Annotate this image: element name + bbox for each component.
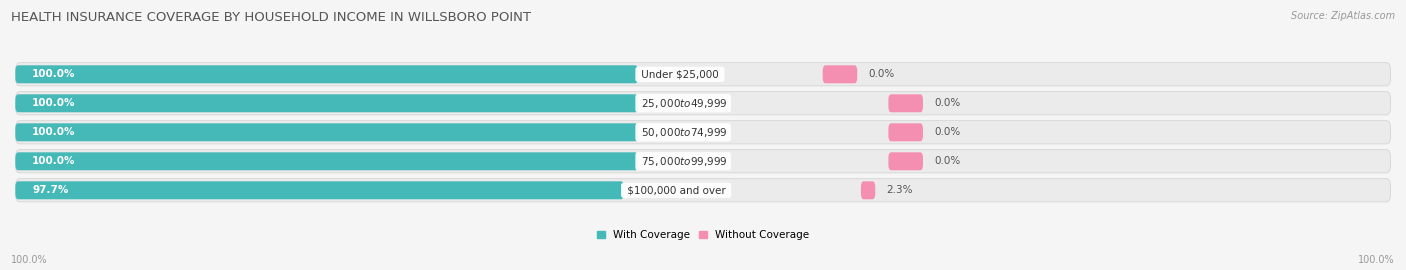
Text: 0.0%: 0.0%	[869, 69, 894, 79]
Text: 100.0%: 100.0%	[32, 156, 76, 166]
Text: $50,000 to $74,999: $50,000 to $74,999	[638, 126, 728, 139]
Text: 97.7%: 97.7%	[32, 185, 69, 195]
FancyBboxPatch shape	[15, 123, 638, 141]
Text: 100.0%: 100.0%	[1358, 255, 1395, 265]
FancyBboxPatch shape	[15, 181, 624, 199]
Text: 100.0%: 100.0%	[32, 69, 76, 79]
Text: 0.0%: 0.0%	[934, 156, 960, 166]
FancyBboxPatch shape	[15, 179, 1391, 202]
FancyBboxPatch shape	[889, 152, 922, 170]
FancyBboxPatch shape	[889, 94, 922, 112]
Text: 100.0%: 100.0%	[11, 255, 48, 265]
Text: 0.0%: 0.0%	[934, 127, 960, 137]
FancyBboxPatch shape	[860, 181, 876, 199]
FancyBboxPatch shape	[15, 150, 1391, 173]
Text: Source: ZipAtlas.com: Source: ZipAtlas.com	[1291, 11, 1395, 21]
Text: $25,000 to $49,999: $25,000 to $49,999	[638, 97, 728, 110]
Text: $75,000 to $99,999: $75,000 to $99,999	[638, 155, 728, 168]
Text: HEALTH INSURANCE COVERAGE BY HOUSEHOLD INCOME IN WILLSBORO POINT: HEALTH INSURANCE COVERAGE BY HOUSEHOLD I…	[11, 11, 531, 24]
Text: 0.0%: 0.0%	[934, 98, 960, 108]
Text: 100.0%: 100.0%	[32, 127, 76, 137]
Text: Under $25,000: Under $25,000	[638, 69, 721, 79]
FancyBboxPatch shape	[15, 152, 638, 170]
Text: 2.3%: 2.3%	[886, 185, 912, 195]
FancyBboxPatch shape	[15, 63, 1391, 86]
FancyBboxPatch shape	[15, 92, 1391, 115]
Legend: With Coverage, Without Coverage: With Coverage, Without Coverage	[596, 230, 810, 240]
FancyBboxPatch shape	[15, 121, 1391, 144]
FancyBboxPatch shape	[823, 65, 858, 83]
FancyBboxPatch shape	[15, 65, 638, 83]
FancyBboxPatch shape	[15, 94, 638, 112]
FancyBboxPatch shape	[889, 123, 922, 141]
Text: 100.0%: 100.0%	[32, 98, 76, 108]
Text: $100,000 and over: $100,000 and over	[624, 185, 728, 195]
